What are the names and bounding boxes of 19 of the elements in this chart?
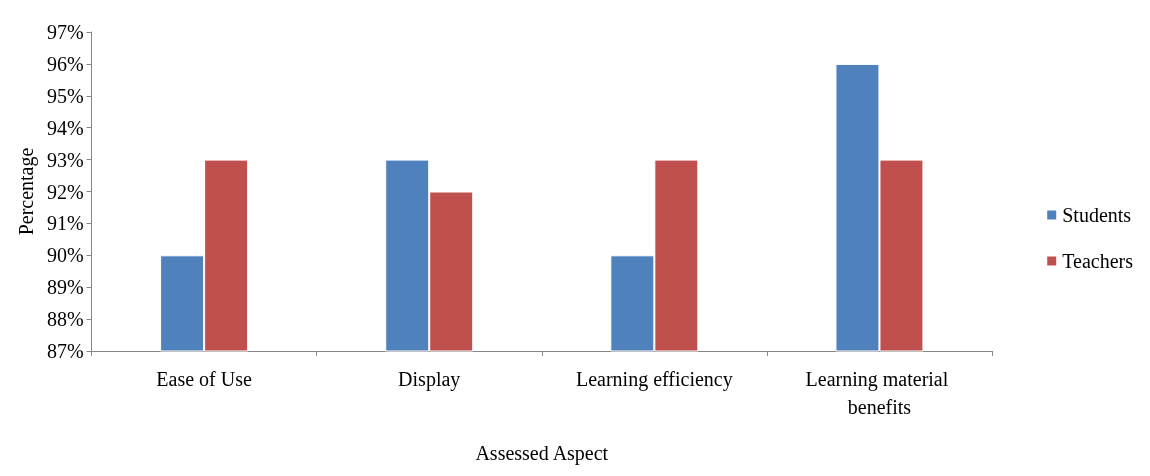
y-tick-label: 95%	[46, 84, 84, 107]
y-tick-label: 96%	[46, 52, 84, 75]
y-tick-label: 93%	[46, 148, 84, 171]
x-tick-label: Ease of Use	[156, 368, 252, 390]
y-tick-label: 97%	[46, 21, 84, 43]
y-tick-label: 90%	[46, 244, 84, 267]
y-tick-label: 89%	[46, 276, 84, 299]
legend-label: Teachers	[1062, 250, 1134, 272]
x-axis-title: Assessed Aspect	[475, 442, 609, 465]
y-axis-title: Percentage	[15, 147, 38, 236]
y-tick-label: 91%	[46, 212, 84, 235]
x-tick-label: Learning efficiency	[575, 368, 733, 391]
y-tick-label: 92%	[46, 180, 84, 203]
y-tick-label: 88%	[46, 308, 84, 331]
legend-label: Students	[1062, 204, 1132, 226]
x-tick-label: Display	[398, 368, 461, 391]
y-tick-label: 94%	[46, 116, 84, 139]
y-tick-label: 87%	[46, 340, 84, 362]
x-tick-label: Learning material benefits	[805, 368, 954, 418]
